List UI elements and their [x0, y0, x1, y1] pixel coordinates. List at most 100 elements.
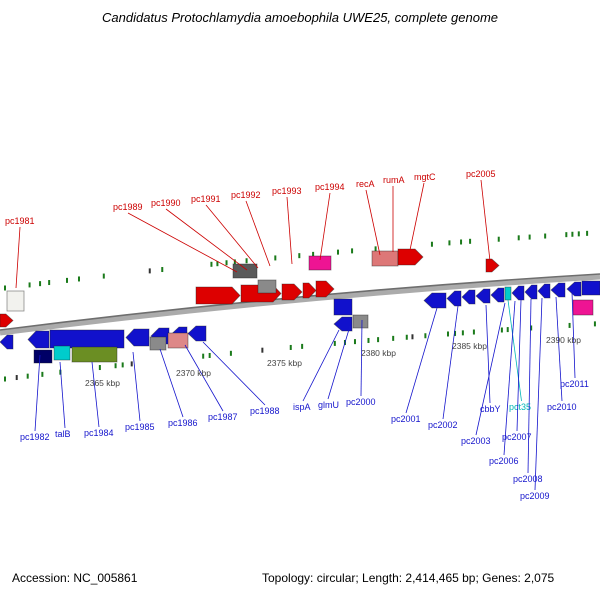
gene-glyph[interactable] — [333, 298, 353, 316]
leader-line — [534, 297, 543, 491]
gene-label[interactable]: pc1988 — [250, 406, 280, 416]
leader-line — [405, 307, 438, 414]
tick-mark — [593, 321, 596, 327]
gene-label[interactable]: pc2008 — [513, 474, 543, 484]
gene-label[interactable]: pc2006 — [489, 456, 519, 466]
gene-label[interactable]: pc2007 — [502, 432, 532, 442]
gene-label[interactable]: pc1989 — [113, 202, 143, 212]
gene-label[interactable]: pc2002 — [428, 420, 458, 430]
gene-label[interactable]: mgtC — [414, 172, 436, 182]
tick-mark — [48, 280, 51, 286]
gene-glyph[interactable] — [149, 336, 167, 351]
gene-glyph[interactable] — [257, 279, 277, 294]
gene-glyph[interactable] — [195, 286, 241, 305]
gene-glyph[interactable] — [49, 329, 125, 349]
gene-glyph[interactable] — [281, 283, 303, 301]
gene-label[interactable]: pc2011 — [560, 379, 589, 389]
gene-glyph[interactable] — [566, 281, 582, 297]
gene-glyph[interactable] — [308, 255, 332, 271]
gene-glyph[interactable] — [371, 250, 399, 267]
leader-line — [480, 179, 491, 262]
gene-label[interactable]: pc1987 — [208, 412, 238, 422]
gene-glyph[interactable] — [423, 292, 447, 309]
gene-label[interactable]: pc1986 — [168, 418, 198, 428]
gene-glyph[interactable] — [232, 263, 258, 279]
gene-label[interactable]: glmU — [318, 400, 339, 410]
tick-mark — [4, 376, 6, 382]
gene-label[interactable]: pc1994 — [315, 182, 345, 192]
gene-label[interactable]: pc2005 — [466, 169, 496, 179]
gene-glyph[interactable] — [490, 287, 505, 303]
gene-label[interactable]: pc2009 — [520, 491, 550, 501]
leader-line — [327, 325, 351, 400]
gene-glyph[interactable] — [6, 290, 25, 312]
tick-mark — [430, 241, 433, 247]
leader-line — [365, 189, 381, 256]
gene-glyph[interactable] — [397, 248, 424, 266]
gene-label[interactable]: pc2001 — [391, 414, 421, 424]
scale-label: 2375 kbp — [267, 358, 302, 368]
tick-mark — [210, 261, 213, 267]
gene-label[interactable]: recA — [356, 179, 375, 189]
gene-label[interactable]: pc1981 — [5, 216, 35, 226]
leader-line — [516, 299, 522, 432]
gene-label[interactable]: pc1992 — [231, 190, 261, 200]
gene-glyph[interactable] — [0, 313, 14, 328]
tick-mark — [530, 325, 533, 331]
gene-glyph[interactable] — [485, 258, 500, 273]
gene-glyph[interactable] — [475, 288, 491, 304]
gene-label[interactable]: pc2000 — [346, 397, 376, 407]
gene-glyph[interactable] — [167, 332, 189, 349]
tick-mark — [446, 331, 449, 337]
tick-mark — [472, 329, 475, 335]
gene-label[interactable]: pc1991 — [191, 194, 221, 204]
gene-glyph[interactable] — [33, 349, 53, 364]
tick-mark — [114, 363, 117, 369]
gene-label[interactable]: pc2010 — [547, 402, 577, 412]
gene-glyph[interactable] — [27, 330, 50, 349]
gene-glyph[interactable] — [302, 282, 317, 299]
gene-label[interactable]: ispA — [293, 402, 311, 412]
gene-glyph[interactable] — [125, 328, 150, 347]
leader-line — [442, 305, 459, 420]
gene-label[interactable]: pc1993 — [272, 186, 302, 196]
gene-label[interactable]: pc1984 — [84, 428, 114, 438]
gene-label[interactable]: talB — [55, 429, 71, 439]
gene-glyph[interactable] — [333, 316, 353, 332]
tick-mark — [367, 337, 370, 343]
tick-mark — [454, 330, 457, 336]
tick-mark — [15, 375, 18, 381]
gene-glyph[interactable] — [352, 314, 369, 329]
gene-label[interactable]: pc2003 — [461, 436, 491, 446]
gene-glyph[interactable] — [53, 345, 71, 361]
gene-glyph[interactable] — [187, 325, 207, 342]
gene-label[interactable]: pc1990 — [151, 198, 181, 208]
gene-glyph[interactable] — [315, 280, 335, 298]
gene-glyph[interactable] — [524, 284, 538, 300]
gene-glyph[interactable] — [71, 346, 118, 363]
gene-label[interactable]: pc1982 — [20, 432, 50, 442]
tick-mark — [26, 373, 29, 379]
gene-glyph[interactable] — [511, 285, 525, 301]
gene-glyph[interactable] — [0, 334, 14, 350]
gene-glyph[interactable] — [550, 282, 566, 298]
gene-glyph[interactable] — [504, 286, 512, 301]
tick-mark — [229, 350, 232, 356]
gene-glyph[interactable] — [461, 289, 476, 305]
gene-glyph[interactable] — [446, 290, 462, 307]
tick-mark — [461, 330, 464, 336]
gene-label[interactable]: rumA — [383, 175, 405, 185]
leader-line — [409, 182, 425, 251]
leader-line — [507, 299, 522, 402]
tick-mark — [208, 352, 211, 358]
tick-mark — [351, 248, 354, 254]
leader-line — [319, 192, 331, 261]
gene-glyph[interactable] — [572, 299, 594, 316]
leader-line — [485, 304, 491, 404]
gene-label[interactable]: pc1985 — [125, 422, 155, 432]
gene-glyph[interactable] — [537, 283, 551, 299]
gene-label[interactable]: cbbY — [480, 404, 501, 414]
gene-glyph[interactable] — [581, 280, 600, 296]
gene-label[interactable]: pct35 — [509, 402, 531, 412]
status-bar: Accession: NC_005861 Topology: circular;… — [0, 571, 600, 591]
